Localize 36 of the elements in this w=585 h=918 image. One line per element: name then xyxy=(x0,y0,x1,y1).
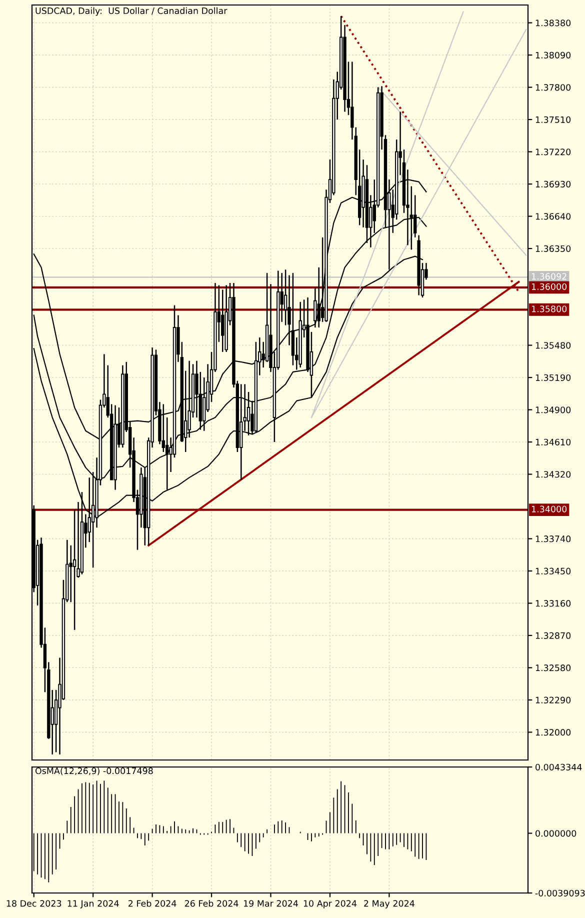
y-tick-label: -0.0039093 xyxy=(535,890,585,896)
chart-title: USDCAD, Daily: US Dollar / Canadian Dollar xyxy=(36,7,228,16)
ref-line-label: 1.34000 xyxy=(532,506,567,512)
y-tick-label: 1.33740 xyxy=(536,536,571,542)
y-tick-label: 1.33450 xyxy=(536,568,571,574)
x-tick-label: 11 Jan 2024 xyxy=(68,900,119,908)
y-tick-label: 1.38380 xyxy=(536,20,571,26)
y-tick-label: 1.32000 xyxy=(536,729,571,736)
ref-line-label: 1.36000 xyxy=(532,283,567,290)
y-tick-label: 1.32290 xyxy=(536,696,571,704)
y-tick-label: 1.35190 xyxy=(536,374,571,381)
y-tick-label: 1.36930 xyxy=(536,180,571,188)
y-tick-label: 0.000000 xyxy=(536,830,576,837)
y-tick-label: 1.32870 xyxy=(536,632,571,639)
ref-line-label: 1.35800 xyxy=(532,306,567,312)
y-tick-label: 1.35480 xyxy=(536,342,571,349)
y-tick-label: 1.34320 xyxy=(536,471,571,478)
x-tick-label: 26 Feb 2024 xyxy=(184,900,238,907)
y-tick-label: 0.0043344 xyxy=(536,764,582,770)
y-tick-label: 1.38090 xyxy=(536,52,571,58)
y-tick-label: 1.36640 xyxy=(536,213,571,220)
x-tick-label: 10 Apr 2024 xyxy=(304,900,357,908)
chart-title: OsMA(12,26,9) -0.0017498 xyxy=(35,767,153,776)
x-tick-label: 19 Mar 2024 xyxy=(244,900,298,907)
x-tick-label: 18 Dec 2023 xyxy=(6,900,62,907)
y-tick-label: 1.33160 xyxy=(536,600,571,607)
ref-line-label: 1.36092 xyxy=(532,273,566,280)
y-tick-label: 1.37220 xyxy=(536,148,571,156)
y-tick-label: 1.34610 xyxy=(536,438,571,446)
y-tick-label: 1.36350 xyxy=(536,245,571,252)
y-tick-label: 1.32580 xyxy=(536,664,571,672)
y-tick-label: 1.34900 xyxy=(536,406,571,414)
x-tick-label: 2 Feb 2024 xyxy=(128,900,176,907)
y-tick-label: 1.37800 xyxy=(536,84,571,91)
x-tick-label: 2 May 2024 xyxy=(364,900,414,908)
y-tick-label: 1.37510 xyxy=(536,116,571,123)
